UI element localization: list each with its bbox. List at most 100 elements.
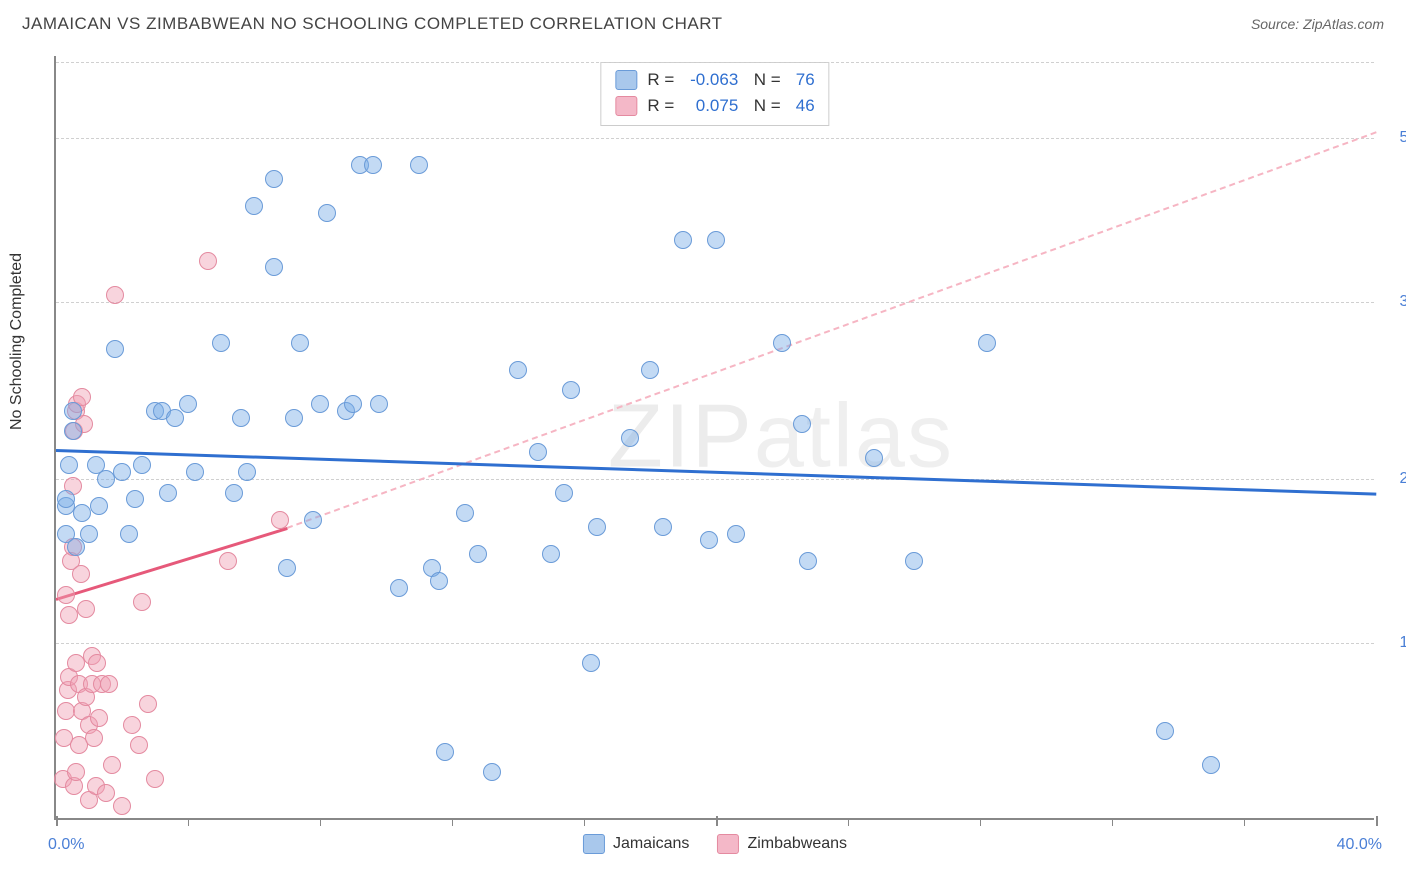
- data-point: [113, 463, 131, 481]
- data-point: [73, 504, 91, 522]
- source-attribution: Source: ZipAtlas.com: [1251, 16, 1384, 32]
- x-tick: [1244, 818, 1245, 826]
- data-point: [1156, 722, 1174, 740]
- data-point: [219, 552, 237, 570]
- data-point: [57, 702, 75, 720]
- x-tick: [320, 818, 321, 826]
- data-point: [291, 334, 309, 352]
- stats-r-value-jamaicans: -0.063: [680, 70, 738, 90]
- data-point: [126, 490, 144, 508]
- gridline: [56, 643, 1374, 644]
- gridline: [56, 479, 1374, 480]
- data-point: [179, 395, 197, 413]
- data-point: [90, 497, 108, 515]
- legend-swatch-zimbabweans: [717, 834, 739, 854]
- data-point: [67, 763, 85, 781]
- y-tick-label: 2.5%: [1380, 470, 1406, 488]
- data-point: [311, 395, 329, 413]
- data-point: [97, 470, 115, 488]
- x-tick: [452, 818, 453, 826]
- data-point: [265, 258, 283, 276]
- data-point: [80, 525, 98, 543]
- legend-label-zimbabweans: Zimbabweans: [747, 835, 847, 853]
- data-point: [88, 654, 106, 672]
- legend-item-jamaicans: Jamaicans: [583, 834, 689, 854]
- data-point: [130, 736, 148, 754]
- data-point: [57, 586, 75, 604]
- data-point: [106, 286, 124, 304]
- data-point: [186, 463, 204, 481]
- y-tick-label: 1.3%: [1380, 634, 1406, 652]
- data-point: [232, 409, 250, 427]
- data-point: [67, 654, 85, 672]
- data-point: [456, 504, 474, 522]
- data-point: [410, 156, 428, 174]
- data-point: [978, 334, 996, 352]
- swatch-pink: [615, 96, 637, 116]
- data-point: [90, 709, 108, 727]
- data-point: [370, 395, 388, 413]
- data-point: [509, 361, 527, 379]
- data-point: [641, 361, 659, 379]
- gridline: [56, 62, 1374, 63]
- data-point: [555, 484, 573, 502]
- data-point: [529, 443, 547, 461]
- data-point: [1202, 756, 1220, 774]
- data-point: [265, 170, 283, 188]
- swatch-blue: [615, 70, 637, 90]
- stats-r-label: R =: [647, 96, 674, 116]
- data-point: [430, 572, 448, 590]
- stats-n-value-jamaicans: 76: [787, 70, 815, 90]
- data-point: [562, 381, 580, 399]
- data-point: [271, 511, 289, 529]
- data-point: [727, 525, 745, 543]
- data-point: [67, 538, 85, 556]
- data-point: [166, 409, 184, 427]
- data-point: [60, 456, 78, 474]
- x-tick: [56, 816, 58, 826]
- data-point: [100, 675, 118, 693]
- data-point: [364, 156, 382, 174]
- legend-item-zimbabweans: Zimbabweans: [717, 834, 847, 854]
- gridline: [56, 302, 1374, 303]
- chart-title: JAMAICAN VS ZIMBABWEAN NO SCHOOLING COMP…: [22, 14, 723, 34]
- y-tick-label: 5.0%: [1380, 129, 1406, 147]
- data-point: [120, 525, 138, 543]
- data-point: [799, 552, 817, 570]
- data-point: [318, 204, 336, 222]
- x-tick: [584, 818, 585, 826]
- x-tick: [1376, 816, 1378, 826]
- data-point: [344, 395, 362, 413]
- y-axis-label: No Schooling Completed: [8, 253, 26, 430]
- stats-r-label: R =: [647, 70, 674, 90]
- data-point: [225, 484, 243, 502]
- trend-line: [287, 131, 1377, 529]
- data-point: [436, 743, 454, 761]
- data-point: [483, 763, 501, 781]
- data-point: [103, 756, 121, 774]
- data-point: [106, 340, 124, 358]
- plot-area: ZIPatlas R = -0.063 N = 76 R = 0.075 N =…: [54, 56, 1374, 820]
- series-legend: Jamaicans Zimbabweans: [583, 834, 847, 854]
- data-point: [285, 409, 303, 427]
- data-point: [85, 729, 103, 747]
- data-point: [773, 334, 791, 352]
- stats-row-zimbabweans: R = 0.075 N = 46: [615, 93, 814, 119]
- x-axis-max-label: 40.0%: [1337, 836, 1382, 854]
- data-point: [238, 463, 256, 481]
- gridline: [56, 138, 1374, 139]
- data-point: [113, 797, 131, 815]
- stats-legend-box: R = -0.063 N = 76 R = 0.075 N = 46: [600, 62, 829, 126]
- data-point: [133, 456, 151, 474]
- data-point: [64, 402, 82, 420]
- data-point: [700, 531, 718, 549]
- data-point: [72, 565, 90, 583]
- data-point: [304, 511, 322, 529]
- legend-label-jamaicans: Jamaicans: [613, 835, 689, 853]
- data-point: [57, 490, 75, 508]
- data-point: [212, 334, 230, 352]
- data-point: [245, 197, 263, 215]
- data-point: [159, 484, 177, 502]
- x-tick: [188, 818, 189, 826]
- x-axis-min-label: 0.0%: [48, 836, 84, 854]
